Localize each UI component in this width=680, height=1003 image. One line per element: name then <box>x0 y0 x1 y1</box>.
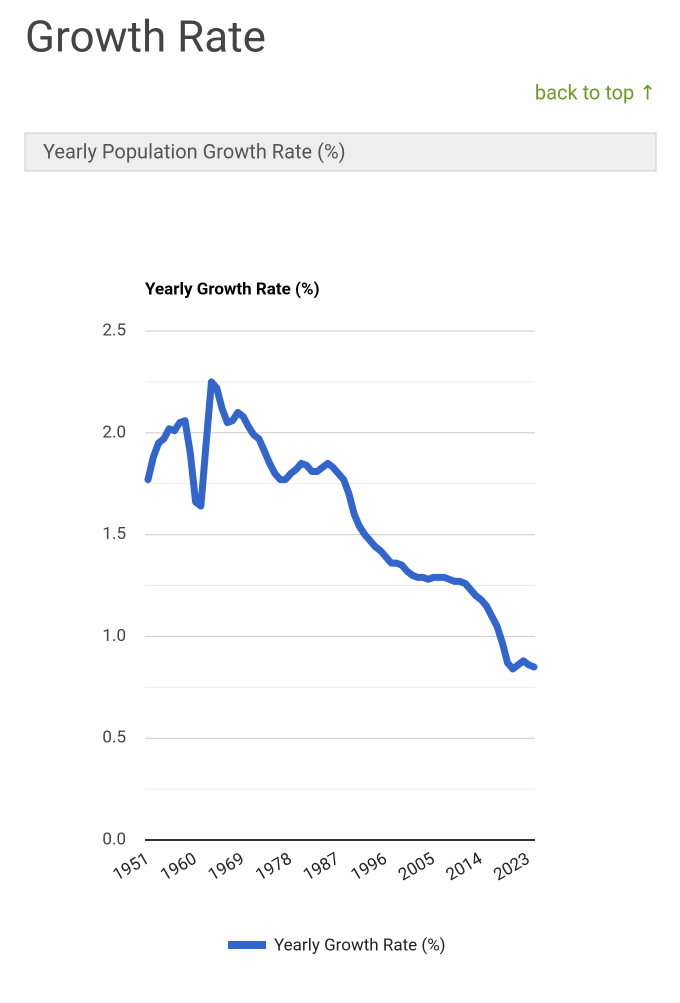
x-tick-label: 1960 <box>157 849 200 885</box>
x-tick-label: 1987 <box>300 849 343 885</box>
y-tick-label: 1.0 <box>102 626 126 646</box>
x-tick-label: 2014 <box>443 849 486 886</box>
legend-label: Yearly Growth Rate (%) <box>274 935 446 955</box>
heading: Growth Rate <box>25 11 266 63</box>
back-to-top[interactable]: back to top ↑ <box>535 80 656 104</box>
x-tick-label: 1996 <box>348 849 391 885</box>
x-tick-label: 2023 <box>490 849 533 885</box>
x-tick-label: 1969 <box>205 849 248 885</box>
section-box <box>24 132 657 172</box>
x-tick-label: 2005 <box>395 849 438 885</box>
y-tick-label: 2.5 <box>102 320 126 340</box>
section-title: Yearly Population Growth Rate (%) <box>43 139 346 163</box>
y-tick-label: 2.0 <box>102 422 126 442</box>
y-tick-label: 0.0 <box>102 829 126 849</box>
series-line <box>144 378 538 673</box>
legend-swatch <box>228 941 266 949</box>
x-tick-label: 1951 <box>110 849 153 885</box>
chart: 0.0 0.5 1.0 1.5 2.0 2.5 1951 1960 1969 1978 1987 19… <box>102 320 538 955</box>
x-tick-label: 1978 <box>252 849 295 885</box>
chart-title: Yearly Growth Rate (%) <box>145 279 320 299</box>
y-tick-label: 0.5 <box>102 728 126 748</box>
y-tick-label: 1.5 <box>102 524 126 544</box>
